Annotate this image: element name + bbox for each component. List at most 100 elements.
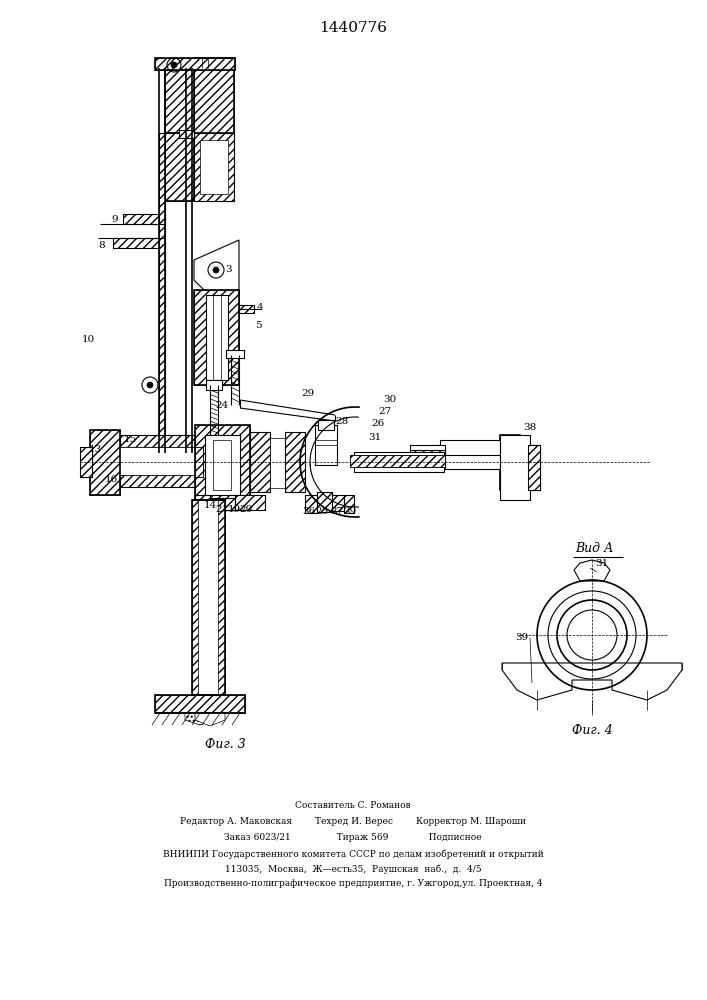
Bar bbox=[206, 295, 228, 380]
Bar bbox=[200, 140, 228, 194]
Bar bbox=[194, 58, 234, 133]
Text: 4: 4 bbox=[257, 304, 264, 312]
Bar bbox=[213, 440, 231, 490]
Bar bbox=[250, 432, 270, 492]
Text: Редактор А. Маковская        Техред И. Верес        Корректор М. Шароши: Редактор А. Маковская Техред И. Верес Ко… bbox=[180, 818, 526, 826]
Bar bbox=[113, 238, 165, 248]
Bar bbox=[344, 495, 354, 513]
Bar bbox=[194, 290, 239, 385]
Bar bbox=[225, 498, 235, 510]
Text: 25: 25 bbox=[315, 508, 329, 516]
Bar bbox=[179, 130, 194, 138]
Bar bbox=[165, 68, 194, 133]
Bar bbox=[410, 445, 445, 455]
Polygon shape bbox=[502, 663, 682, 700]
Bar bbox=[500, 435, 520, 490]
Text: Составитель С. Романов: Составитель С. Романов bbox=[296, 802, 411, 810]
Text: 28: 28 bbox=[335, 418, 349, 426]
Circle shape bbox=[171, 62, 177, 68]
Bar bbox=[195, 495, 210, 510]
Text: 19: 19 bbox=[228, 506, 240, 514]
Bar bbox=[194, 290, 239, 385]
Bar bbox=[410, 450, 445, 468]
Text: 39: 39 bbox=[344, 508, 356, 516]
Bar bbox=[210, 498, 225, 508]
Bar bbox=[123, 214, 165, 224]
Text: 113035,  Москва,  Ж—есть35,  Раушская  наб.,  д.  4/5: 113035, Москва, Ж—есть35, Раушская наб.,… bbox=[225, 864, 481, 874]
Bar bbox=[250, 432, 270, 492]
Text: Фиг. 3: Фиг. 3 bbox=[204, 738, 245, 752]
Bar bbox=[235, 495, 265, 510]
Bar bbox=[239, 305, 254, 313]
Bar bbox=[90, 430, 120, 495]
Text: 26: 26 bbox=[371, 418, 385, 428]
Bar bbox=[80, 447, 92, 477]
Bar bbox=[155, 58, 235, 70]
Text: 16: 16 bbox=[105, 476, 118, 485]
Text: 10: 10 bbox=[82, 336, 95, 344]
Bar bbox=[155, 695, 245, 713]
Polygon shape bbox=[194, 240, 239, 295]
Text: 39: 39 bbox=[515, 634, 528, 643]
Bar bbox=[194, 133, 234, 201]
Bar bbox=[120, 475, 195, 487]
Bar bbox=[440, 455, 500, 469]
Bar bbox=[270, 438, 285, 488]
Bar bbox=[206, 380, 222, 390]
Bar bbox=[206, 430, 222, 440]
Polygon shape bbox=[185, 713, 215, 725]
Bar bbox=[165, 68, 194, 133]
Bar bbox=[205, 435, 240, 495]
Text: 29: 29 bbox=[301, 388, 315, 397]
Text: 14: 14 bbox=[204, 500, 216, 510]
Bar bbox=[225, 498, 235, 510]
Bar bbox=[195, 425, 250, 505]
Text: 36: 36 bbox=[303, 508, 315, 516]
Text: 31: 31 bbox=[368, 432, 382, 442]
Text: 8: 8 bbox=[98, 240, 105, 249]
Bar bbox=[318, 420, 334, 430]
Bar bbox=[165, 133, 194, 201]
Text: Производственно-полиграфическое предприятие, г. Ужгород,ул. Проектная, 4: Производственно-полиграфическое предприя… bbox=[164, 880, 542, 888]
Circle shape bbox=[147, 382, 153, 388]
Bar bbox=[120, 435, 195, 447]
Bar bbox=[235, 495, 265, 510]
Bar bbox=[317, 492, 332, 512]
Bar bbox=[90, 430, 120, 495]
Text: 30: 30 bbox=[383, 395, 397, 404]
Bar bbox=[344, 495, 354, 513]
Bar bbox=[198, 500, 218, 695]
Bar bbox=[239, 305, 254, 313]
Bar bbox=[194, 133, 234, 201]
Polygon shape bbox=[574, 560, 610, 581]
Bar bbox=[120, 447, 195, 475]
Bar bbox=[120, 435, 195, 447]
Bar bbox=[195, 425, 250, 505]
Circle shape bbox=[213, 267, 219, 273]
Bar bbox=[315, 425, 337, 465]
Text: 27: 27 bbox=[378, 408, 392, 416]
Bar bbox=[528, 445, 540, 490]
Text: 15: 15 bbox=[124, 436, 136, 444]
Text: 9: 9 bbox=[112, 216, 118, 225]
Polygon shape bbox=[195, 713, 225, 726]
Bar bbox=[192, 500, 225, 695]
Text: Вид А: Вид А bbox=[575, 542, 614, 554]
Bar bbox=[350, 455, 445, 467]
Bar bbox=[123, 214, 165, 224]
Bar bbox=[165, 133, 194, 201]
Bar bbox=[113, 238, 165, 248]
Bar bbox=[192, 500, 225, 695]
Text: 3: 3 bbox=[225, 265, 232, 274]
Bar bbox=[317, 492, 332, 512]
Bar bbox=[213, 295, 221, 380]
Bar bbox=[179, 130, 194, 138]
Text: ВНИИПИ Государственного комитета СССР по делам изобретений и открытий: ВНИИПИ Государственного комитета СССР по… bbox=[163, 849, 544, 859]
Text: Заказ 6023/21                Тираж 569              Подписное: Заказ 6023/21 Тираж 569 Подписное bbox=[224, 834, 481, 842]
Text: 38: 38 bbox=[523, 424, 537, 432]
Bar bbox=[332, 495, 344, 511]
Bar bbox=[410, 450, 445, 468]
Bar bbox=[305, 495, 317, 513]
Bar bbox=[528, 445, 540, 490]
Bar bbox=[440, 440, 500, 460]
